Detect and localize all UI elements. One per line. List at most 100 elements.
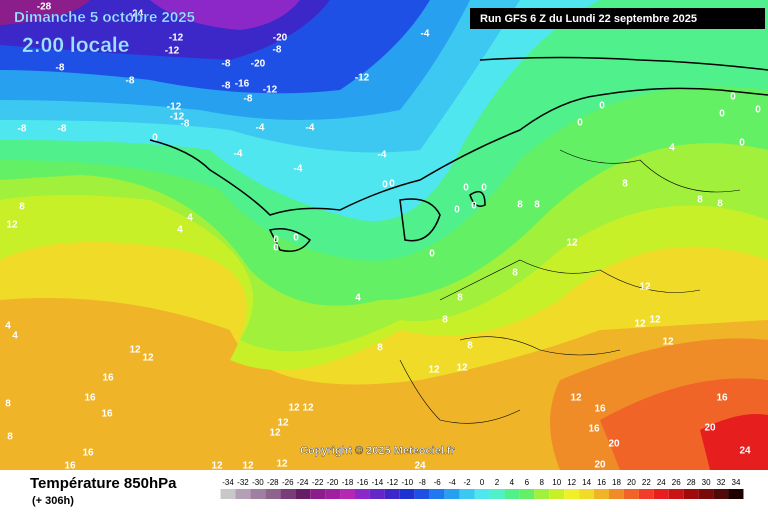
- contour-label: 8: [19, 202, 25, 213]
- contour-label: 4: [12, 331, 18, 342]
- contour-label: 12: [288, 403, 300, 414]
- scale-cell: [355, 489, 370, 499]
- scale-cell: [310, 489, 326, 499]
- contour-label: 0: [599, 101, 605, 112]
- scale-tick-label: -14: [372, 478, 384, 487]
- contour-label: 4: [187, 213, 193, 224]
- scale-tick-label: -28: [267, 478, 279, 487]
- contour-label: 0: [481, 183, 487, 194]
- contour-label: -8: [126, 76, 135, 87]
- scale-tick-label: 26: [672, 478, 681, 487]
- scale-tick-label: -26: [282, 478, 294, 487]
- scale-tick-label: -10: [402, 478, 414, 487]
- run-info: Run GFS 6 Z du Lundi 22 septembre 2025: [480, 13, 697, 25]
- contour-label: -12: [170, 112, 185, 123]
- contour-label: 0: [454, 205, 460, 216]
- contour-label: 8: [377, 343, 383, 354]
- footer-title: Température 850hPa: [30, 475, 177, 492]
- contour-label: 20: [608, 439, 620, 450]
- contour-label: -4: [256, 123, 265, 134]
- contour-label: 12: [428, 365, 440, 376]
- contour-label: -8: [181, 119, 190, 130]
- contour-label: 8: [5, 399, 11, 410]
- scale-cell: [459, 489, 475, 499]
- contour-label: -8: [18, 124, 27, 135]
- contour-label: -8: [222, 81, 231, 92]
- lead-time: (+ 306h): [32, 495, 74, 507]
- contour-label: 12: [570, 393, 582, 404]
- contour-label: 0: [293, 233, 299, 244]
- contour-label: 16: [101, 409, 113, 420]
- contour-label: 8: [517, 200, 523, 211]
- scale-tick-label: -6: [434, 478, 442, 487]
- contour-label: -20: [273, 33, 288, 44]
- scale-cell: [504, 489, 520, 499]
- contour-label: 24: [414, 461, 426, 472]
- date: Dimanche 5 octobre 2025: [14, 9, 195, 26]
- scale-tick-label: 0: [480, 478, 485, 487]
- scale-cell: [728, 489, 744, 499]
- copyright: Copyright © 2025 Meteociel.fr: [300, 445, 456, 457]
- scale-cell: [683, 489, 699, 499]
- contour-label: 0: [463, 183, 469, 194]
- contour-label: 12: [566, 238, 578, 249]
- contour-label: 16: [82, 448, 94, 459]
- contour-label: 12: [276, 459, 288, 470]
- contour-label: 20: [594, 460, 606, 471]
- contour-label: 8: [457, 293, 463, 304]
- scale-tick-label: 10: [552, 478, 561, 487]
- scale-cell: [429, 489, 445, 499]
- scale-tick-label: 22: [642, 478, 651, 487]
- contour-label: 0: [429, 249, 435, 260]
- contour-label: 12: [302, 403, 314, 414]
- scale-cell: [295, 489, 311, 499]
- contour-label: 12: [6, 220, 18, 231]
- scale-tick-label: -20: [327, 478, 339, 487]
- scale-tick-label: 20: [627, 478, 636, 487]
- contour-label: 0: [273, 235, 279, 246]
- contour-label: 12: [634, 319, 646, 330]
- contour-label: -4: [378, 150, 387, 161]
- scale-cell: [340, 489, 355, 499]
- scale-tick-label: -24: [297, 478, 309, 487]
- scale-cell: [220, 489, 236, 499]
- run-box: [470, 8, 765, 29]
- scale-tick-label: 32: [717, 478, 726, 487]
- contour-label: 12: [142, 353, 154, 364]
- contour-label: -12: [165, 46, 180, 57]
- scale-cell: [369, 489, 385, 499]
- contour-label: 12: [639, 282, 651, 293]
- contour-label: 0: [471, 201, 477, 212]
- coastlines: [149, 56, 768, 252]
- scale-cell: [534, 489, 550, 499]
- scale-tick-label: -4: [449, 478, 457, 487]
- time: 2:00 locale: [22, 34, 129, 57]
- contour-label: -12: [167, 102, 182, 113]
- contour-label: 0: [152, 133, 158, 144]
- scale-tick-label: -8: [419, 478, 427, 487]
- contour-label: 24: [739, 446, 751, 457]
- contour-label: 12: [211, 461, 223, 472]
- scale-tick-label: 4: [510, 478, 515, 487]
- contour-label: 12: [242, 461, 254, 472]
- contour-label: 0: [382, 180, 388, 191]
- scale-tick-label: -22: [312, 478, 324, 487]
- scale-cell: [564, 489, 580, 499]
- borders: [399, 149, 741, 424]
- contour-label: 16: [64, 461, 76, 472]
- contour-label: 4: [177, 225, 183, 236]
- scale-cell: [668, 489, 684, 499]
- contour-label: 12: [456, 363, 468, 374]
- scale-tick-label: 14: [582, 478, 591, 487]
- scale-cell: [280, 489, 296, 499]
- scale-cell: [235, 489, 251, 499]
- contour-label: -28: [37, 2, 52, 13]
- contour-label: 16: [716, 393, 728, 404]
- contour-label: -20: [251, 59, 266, 70]
- contour-label: -8: [222, 59, 231, 70]
- scale-cell: [384, 489, 400, 499]
- scale-tick-label: 6: [525, 478, 530, 487]
- scale-tick-label: 2: [495, 478, 500, 487]
- contour-label: 4: [669, 143, 675, 154]
